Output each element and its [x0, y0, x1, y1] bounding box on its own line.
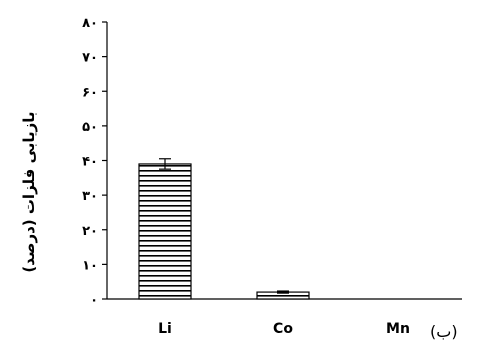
panel-label: (ب) [430, 322, 458, 341]
y-tick-label: ۲۰ [82, 224, 98, 239]
y-tick-label: ۳۰ [82, 189, 98, 204]
y-axis-label: بازیابی فلزات (درصد) [20, 111, 38, 272]
x-axis-tick-labels: Li Co Mn [158, 321, 410, 337]
y-tick-label: ۵۰ [82, 120, 98, 135]
x-tick-label-li: Li [158, 321, 172, 337]
error-bar-co [277, 290, 289, 294]
y-tick-label: ۸۰ [82, 16, 98, 31]
y-tick-label: ۶۰ [82, 85, 98, 100]
x-tick-label-mn: Mn [386, 321, 410, 337]
y-axis-ticks: ۰ ۱۰ ۲۰ ۳۰ ۴۰ ۵۰ ۶۰ ۷۰ ۸۰ [82, 16, 107, 308]
bar-li [138, 163, 192, 300]
error-bar-li [159, 158, 171, 170]
y-tick-label: ۰ [90, 293, 98, 308]
bars [138, 158, 310, 300]
y-tick-label: ۱۰ [82, 258, 98, 273]
y-tick-label: ۷۰ [82, 51, 98, 66]
x-tick-label-co: Co [273, 321, 293, 337]
y-tick-label: ۴۰ [82, 155, 98, 170]
